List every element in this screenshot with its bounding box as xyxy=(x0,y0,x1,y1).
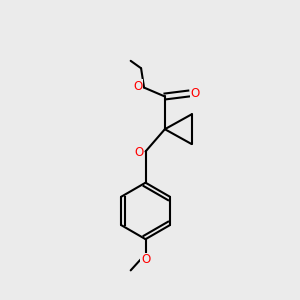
Text: O: O xyxy=(141,254,150,266)
Text: O: O xyxy=(190,87,200,100)
Text: O: O xyxy=(133,80,142,93)
Text: O: O xyxy=(134,146,144,160)
